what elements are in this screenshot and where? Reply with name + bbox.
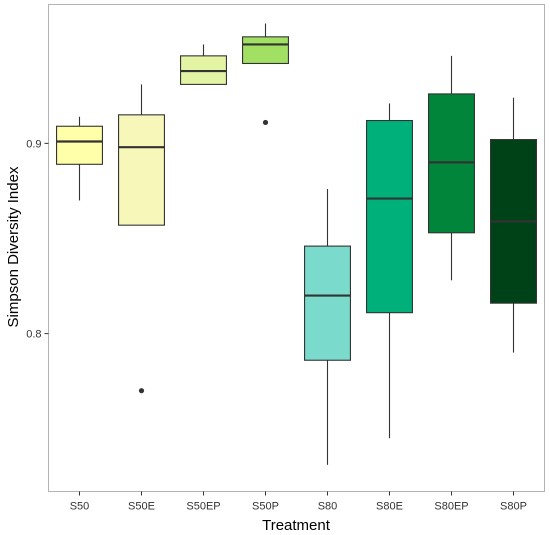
y-axis-title: Simpson Diversity Index <box>5 166 22 327</box>
x-tick-label: S50EP <box>186 501 220 513</box>
outlier-point <box>262 119 269 126</box>
box-iqr <box>56 125 103 165</box>
box-group-s50p <box>242 23 289 126</box>
box-group-s50ep <box>180 44 227 85</box>
x-tick-label: S50 <box>70 501 90 513</box>
box-group-s80ep <box>428 55 475 281</box>
box-group-s80e <box>366 103 413 439</box>
outlier-point <box>138 388 145 394</box>
x-tick-label: S80EP <box>434 501 468 513</box>
box-group-s80 <box>304 189 351 465</box>
x-tick-label: S50E <box>128 501 155 513</box>
box-group-s80p <box>490 97 537 353</box>
x-axis-ticks: S50 S50E S50EP S50P S80 S80E S80EP S80P <box>70 491 527 513</box>
box-iqr <box>242 36 289 65</box>
x-tick-label: S50P <box>252 501 279 513</box>
x-tick-label: S80P <box>500 501 527 513</box>
boxplot-marks <box>56 23 537 465</box>
y-tick-label: 0.9 <box>26 138 41 150</box>
box-group-s50 <box>56 116 103 201</box>
box-iqr <box>304 245 351 361</box>
x-tick-label: S80 <box>318 501 338 513</box>
y-tick-label: 0.8 <box>26 329 41 341</box>
x-axis-title: Treatment <box>262 517 331 534</box>
box-iqr <box>118 114 165 226</box>
box-iqr <box>366 119 413 314</box>
y-axis-ticks: 0.8 0.9 <box>26 138 49 341</box>
box-group-s50e <box>118 84 165 394</box>
plot-panel <box>48 4 545 492</box>
x-tick-label: S80E <box>376 501 403 513</box>
